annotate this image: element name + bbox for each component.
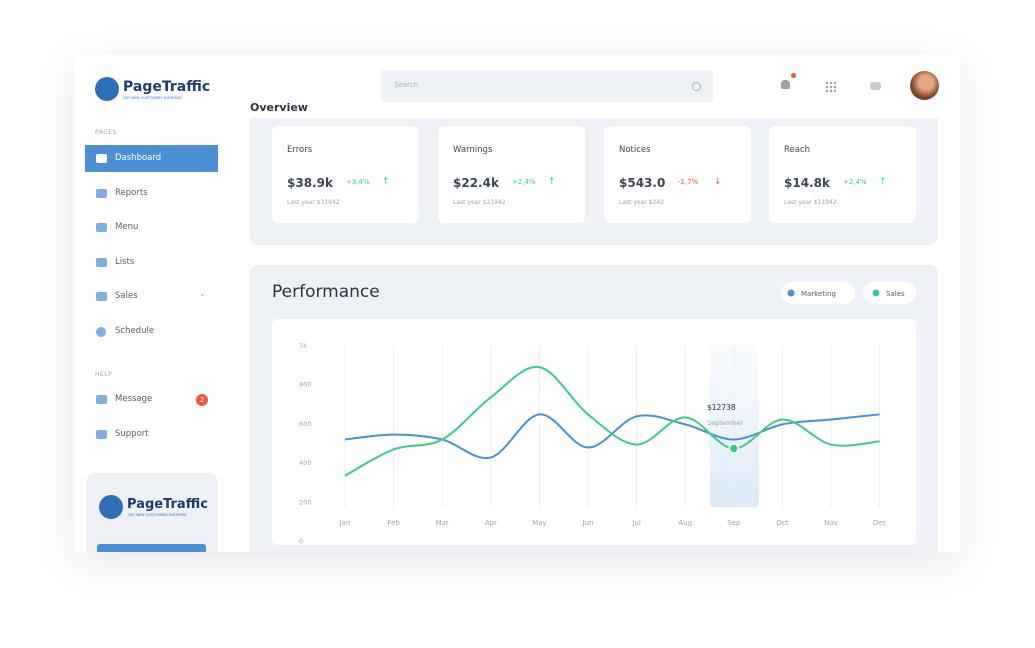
section-label: HELP: [95, 371, 113, 378]
promo-button[interactable]: [97, 544, 206, 552]
search-icon[interactable]: [692, 82, 701, 91]
nav-icon: [96, 430, 107, 439]
legend-pill[interactable]: [863, 282, 916, 304]
y-tick-label: 400: [299, 459, 311, 467]
kpi-change: +2,4%: [843, 178, 867, 186]
legend-marker: [872, 289, 880, 297]
legend-label: Sales: [886, 290, 905, 298]
line-series: [344, 366, 880, 477]
search-box[interactable]: Search: [381, 70, 713, 102]
badge: 2: [196, 394, 208, 406]
x-tick-label: Dec: [873, 519, 887, 527]
toggle-icon[interactable]: [870, 82, 881, 90]
brand-tagline: GET NEW CUSTOMERS EVERYDAY: [128, 513, 187, 517]
tooltip-value: $12738: [707, 403, 736, 412]
y-tick-label: 600: [299, 420, 311, 428]
nav-item[interactable]: Support: [115, 429, 149, 439]
x-tick-label: Nov: [824, 519, 838, 527]
nav-item[interactable]: Message: [115, 394, 153, 404]
legend-label: Marketing: [801, 290, 836, 298]
x-tick-label: Aug: [678, 519, 692, 527]
kpi-title: Warnings: [453, 145, 493, 155]
brand-tagline: GET NEW CUSTOMERS EVERYDAY: [123, 96, 182, 100]
nav-active[interactable]: [85, 145, 218, 172]
app-window: PageTraffic GET NEW CUSTOMERS EVERYDAY P…: [75, 55, 960, 552]
nav-icon: [96, 154, 107, 163]
kpi-change: +3,4%: [346, 178, 370, 186]
kpi-last-year: Last year $242: [619, 199, 664, 206]
nav-item[interactable]: Sales: [115, 291, 138, 301]
notification-dot: [791, 73, 796, 78]
kpi-title: Notices: [619, 145, 651, 155]
brand-name: PageTraffic: [123, 79, 211, 95]
kpi-arrow: ↑: [548, 177, 556, 187]
kpi-change: -1,7%: [678, 178, 699, 186]
nav-item[interactable]: Menu: [115, 222, 139, 232]
kpi-arrow: ↑: [382, 177, 390, 187]
x-tick-label: Mar: [436, 519, 449, 527]
kpi-value: $22.4k: [453, 176, 499, 190]
search-placeholder: Search: [394, 81, 419, 89]
kpi-last-year: Last year $31942: [287, 199, 340, 206]
line-series: [344, 413, 880, 460]
kpi-arrow: ↑: [879, 177, 887, 187]
kpi-value: $543.0: [619, 176, 666, 190]
y-tick-label: 800: [299, 381, 311, 389]
nav-icon: [96, 223, 107, 232]
promo-box: PageTraffic GET NEW CUSTOMERS EVERYDAY: [86, 473, 218, 552]
tooltip-point: [728, 443, 740, 454]
x-tick-label: Sep: [727, 519, 741, 527]
x-tick-label: Jul: [631, 519, 641, 527]
nav-item[interactable]: Dashboard: [115, 153, 162, 163]
kpi-value: $14.8k: [784, 176, 830, 190]
kpi-card[interactable]: Reach $14.8k +2,4% ↑ Last year $11942: [769, 126, 916, 223]
kpi-card[interactable]: Warnings $22.4k +2,4% ↑ Last year $21942: [438, 126, 585, 223]
nav-item[interactable]: Lists: [115, 257, 135, 267]
logo-icon: [95, 77, 119, 101]
y-tick-label: 1k: [299, 342, 307, 350]
x-tick-label: Jun: [582, 519, 594, 527]
nav-icon: [96, 292, 107, 301]
kpi-title: Reach: [784, 145, 811, 155]
kpi-value: $38.9k: [287, 176, 333, 190]
apps-icon[interactable]: [825, 81, 836, 92]
section-title: Overview: [250, 101, 308, 114]
tooltip-label: September: [707, 419, 743, 427]
nav-icon: [96, 327, 106, 337]
nav-icon: [96, 395, 107, 404]
kpi-last-year: Last year $11942: [784, 199, 837, 206]
avatar[interactable]: [910, 71, 939, 100]
kpi-card[interactable]: Errors $38.9k +3,4% ↑ Last year $31942: [272, 126, 419, 223]
nav-item[interactable]: Schedule: [115, 326, 155, 336]
kpi-change: +2,4%: [512, 178, 536, 186]
kpi-last-year: Last year $21942: [453, 199, 506, 206]
legend-marker: [787, 289, 795, 297]
kpi-arrow: ↓: [714, 177, 722, 187]
chart-title: Performance: [272, 282, 380, 302]
x-tick-label: Feb: [387, 519, 400, 527]
y-tick-label: 0: [299, 538, 303, 546]
x-tick-label: May: [532, 519, 546, 527]
legend-pill[interactable]: [781, 282, 855, 304]
nav-item[interactable]: Reports: [115, 188, 148, 198]
x-tick-label: Oct: [776, 519, 788, 527]
section-label: PAGES: [95, 129, 117, 136]
x-tick-label: Apr: [485, 519, 497, 527]
logo-icon: [99, 495, 123, 519]
x-tick-label: Jan: [339, 519, 351, 527]
y-tick-label: 200: [299, 498, 311, 506]
chevron[interactable]: ⌄: [199, 289, 206, 298]
bell-icon[interactable]: [781, 80, 790, 89]
kpi-title: Errors: [287, 145, 313, 155]
nav-icon: [96, 189, 107, 198]
brand-name: PageTraffic: [127, 497, 208, 512]
nav-icon: [96, 258, 107, 267]
kpi-card[interactable]: Notices $543.0 -1,7% ↓ Last year $242: [604, 126, 751, 223]
